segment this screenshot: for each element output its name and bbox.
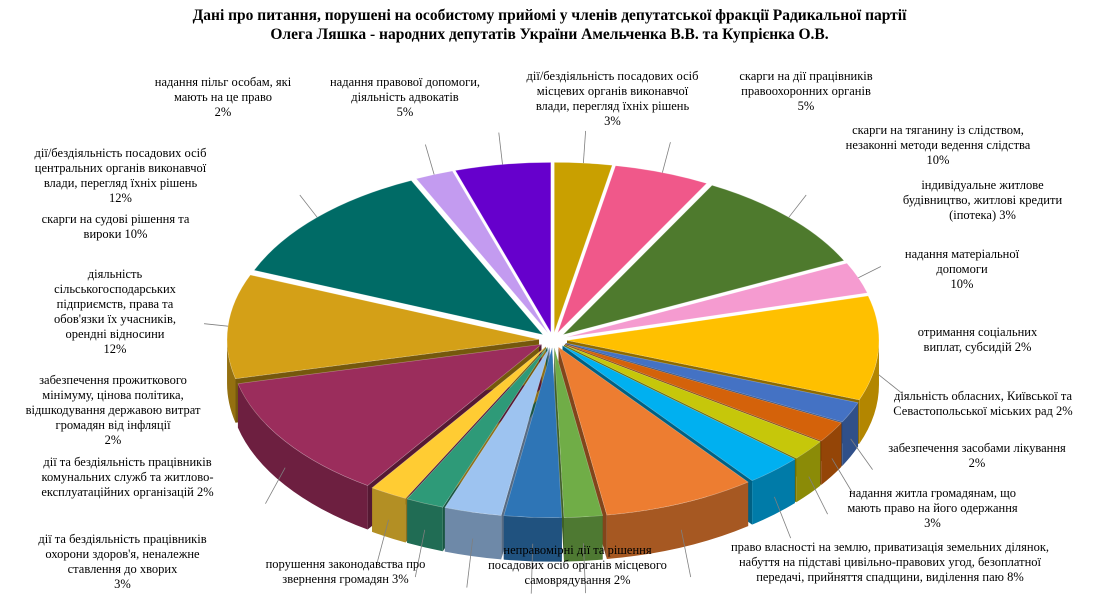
pie-slice-side-4 (859, 340, 879, 444)
leader-line-12 (466, 538, 474, 588)
pie-slice-side-5 (842, 402, 859, 466)
chart-title: Дані про питання, порушені на особистому… (0, 6, 1099, 44)
pie-slice-side-11 (503, 515, 562, 562)
leader-line-17 (299, 194, 318, 218)
pie-slice-6 (564, 343, 842, 442)
slice-label-local-executive: дії/бездіяльність посадових осіб місцеви… (526, 69, 699, 128)
slice-label-law-enforcement: скарги на дії працівників правоохоронних… (739, 69, 873, 113)
pie-slice-5 (565, 342, 859, 423)
slice-label-subsistence-minimum: забезпечення прожиткового мінімуму, ціно… (25, 373, 201, 447)
leader-line-10 (582, 543, 587, 594)
pie-slice-16 (226, 274, 540, 380)
pie-slice-10 (554, 347, 604, 518)
slice-label-legal-aid: надання правової допомоги, діяльність ад… (329, 75, 481, 119)
pie-slice-3 (566, 262, 868, 338)
slice-label-central-executive: дії/бездіяльність посадових осіб централ… (34, 146, 207, 205)
slice-label-housing-construction: індивідуальне житлове будівництво, житло… (902, 178, 1063, 222)
leader-line-5 (850, 438, 873, 470)
leader-line-6 (831, 458, 853, 493)
leader-line-16 (204, 323, 229, 327)
leader-line-11 (530, 543, 534, 594)
pie-slice-side-12 (444, 507, 502, 560)
pie-slice-18 (415, 170, 549, 334)
leader-line-18 (424, 144, 435, 175)
leader-line-8 (774, 496, 792, 539)
slice-label-citizen-appeals: порушення законодавства про звернення гр… (265, 557, 426, 586)
pie-slice-12 (444, 347, 550, 516)
pie-slice-cut-wall-10 (554, 347, 565, 562)
leader-line-13 (414, 529, 426, 578)
leader-line-7 (808, 476, 828, 515)
leader-line-2 (788, 194, 807, 218)
pie-slice-13 (406, 346, 548, 508)
slice-label-land-ownership: право власності на землю, приватизація з… (730, 540, 1050, 584)
leader-line-4 (878, 374, 903, 395)
leader-line-0 (582, 130, 587, 164)
leader-line-1 (661, 142, 671, 173)
pie-slice-7 (563, 344, 821, 459)
pie-slice-14 (371, 346, 547, 499)
slice-label-healthcare-workers: дії та бездіяльність працівників охорони… (38, 532, 207, 591)
pie-slice-side-14 (372, 487, 406, 543)
pie-slice-15 (237, 343, 543, 486)
pie-slice-side-10 (564, 515, 603, 562)
chart-title-line-1: Дані про питання, порушені на особистому… (192, 7, 907, 24)
pie-slice-9 (557, 346, 749, 516)
pie-slice-side-6 (821, 422, 842, 485)
slice-label-regional-councils: діяльність обласних, Київської та Севаст… (893, 389, 1073, 418)
pie-slice-side-13 (407, 498, 443, 552)
slice-label-benefits: надання пільг особам, які мають на це пр… (154, 75, 292, 119)
pie-slice-0 (554, 162, 613, 333)
pie-slice-side-15 (237, 383, 368, 530)
pie-slice-side-9 (606, 482, 749, 560)
slice-label-communal-services: дії та бездіяльність працівників комунал… (41, 455, 214, 499)
chart-title-line-2: Олега Ляшка - народних депутатів України… (270, 26, 829, 43)
pie-slice-1 (557, 165, 708, 333)
pie-slice-side-8 (752, 459, 795, 525)
leader-line-15 (265, 467, 286, 504)
slice-label-medical-supplies: забезпечення засобами лікування 2% (888, 441, 1066, 470)
slice-label-housing-provision: надання житла громадянам, що мають право… (847, 486, 1018, 530)
leader-line-14 (376, 519, 389, 566)
leader-line-9 (680, 529, 692, 578)
pie-slice-4 (566, 295, 880, 401)
leader-line-19 (498, 132, 503, 165)
slice-label-local-self-government: неправомірні дії та рішення посадових ос… (488, 543, 667, 587)
pie-slice-8 (562, 345, 796, 481)
slice-label-social-payments: отримання соціальних виплат, субсидій 2% (917, 325, 1038, 354)
slice-label-court-decisions: скарги на судові рішення та вироки 10% (41, 212, 190, 241)
pie-slice-side-16 (227, 339, 236, 423)
pie-slice-11 (503, 347, 563, 518)
slice-label-agricultural-enterprises: діяльність сільськогосподарських підприє… (53, 267, 177, 356)
pie-slice-19 (454, 162, 552, 334)
slice-label-material-aid: надання матеріальної допомоги 10% (904, 247, 1020, 291)
leader-line-3 (858, 266, 882, 279)
slice-label-investigation: скарги на тяганину із слідством, незакон… (845, 123, 1031, 167)
